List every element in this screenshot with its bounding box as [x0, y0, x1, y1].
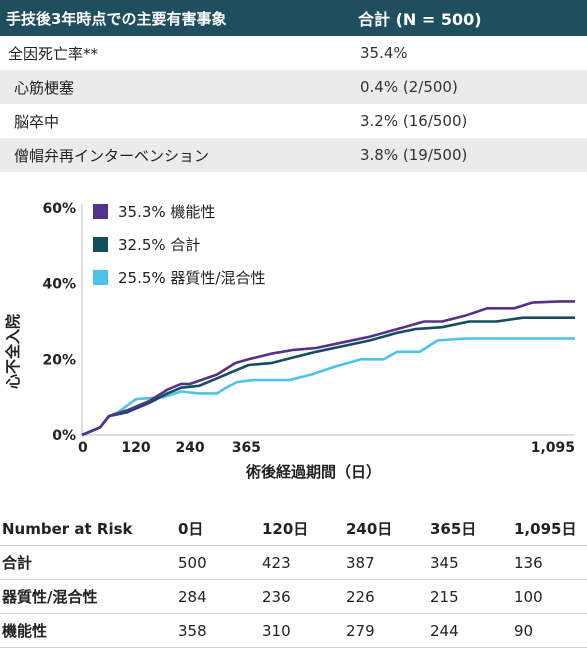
- risk-cell: 387: [346, 553, 375, 572]
- row-value: 3.8% (19/500): [360, 146, 468, 164]
- table-row: 合計 500 423 387 345 136: [0, 546, 587, 580]
- x-tick-label: 240: [175, 440, 204, 456]
- y-axis-label: 心不全入院: [4, 314, 22, 389]
- number-at-risk-table: Number at Risk 0日 120日 240日 365日 1,095日 …: [0, 512, 587, 648]
- row-label: 僧帽弁再インターベンション: [14, 146, 210, 165]
- risk-header-label: Number at Risk: [2, 519, 133, 538]
- y-tick-label: 0%: [52, 428, 76, 444]
- legend-swatch: [93, 237, 108, 252]
- table-row: 機能性 358 310 279 244 90: [0, 614, 587, 648]
- header-left: 手技後3年時点での主要有害事象: [6, 9, 227, 28]
- y-tick-label: 20%: [42, 352, 76, 368]
- series-line: [81, 316, 575, 437]
- x-tick-label: 365: [232, 440, 261, 456]
- risk-header-col: 0日: [178, 520, 204, 538]
- x-tick-label: 1,095: [531, 440, 575, 456]
- x-axis-label: 術後経過期間（日）: [245, 463, 381, 480]
- km-chart-svg: 0% 20% 40% 60% 0 120 240 365 1,095 術後経過期間（日） 心不全入院…: [4, 201, 575, 481]
- table-row: 全因死亡率** 35.4%: [0, 36, 587, 70]
- row-label: 心筋梗塞: [14, 78, 75, 97]
- row-value: 35.4%: [360, 44, 408, 62]
- row-label: 全因死亡率**: [8, 44, 99, 63]
- risk-header-col: 120日: [262, 520, 309, 538]
- risk-cell: 226: [346, 587, 375, 606]
- table-row: 心筋梗塞 0.4% (2/500): [0, 70, 587, 104]
- adverse-events-header: 手技後3年時点での主要有害事象 合計 (N = 500): [0, 0, 587, 36]
- risk-cell: 358: [178, 621, 207, 640]
- risk-header-col: 240日: [346, 520, 393, 538]
- risk-cell: 244: [430, 621, 459, 640]
- series-line: [81, 300, 575, 437]
- risk-cell: 90: [514, 621, 534, 640]
- row-label: 脳卒中: [14, 112, 60, 131]
- row-value: 3.2% (16/500): [360, 112, 468, 130]
- risk-cell: 215: [430, 587, 459, 606]
- risk-cell: 423: [262, 553, 291, 572]
- risk-header-col: 365日: [430, 520, 477, 538]
- risk-cell: 279: [346, 621, 375, 640]
- risk-row-label: 機能性: [2, 622, 48, 640]
- risk-header-row: Number at Risk 0日 120日 240日 365日 1,095日: [0, 512, 587, 546]
- risk-cell: 500: [178, 553, 207, 572]
- risk-row-label: 器質性/混合性: [2, 588, 98, 606]
- risk-cell: 100: [514, 587, 543, 606]
- legend-label: 32.5% 合計: [118, 236, 200, 254]
- risk-row-label: 合計: [2, 554, 33, 572]
- risk-cell: 345: [430, 553, 459, 572]
- risk-header-col: 1,095日: [514, 520, 577, 538]
- y-tick-label: 60%: [42, 201, 76, 217]
- legend-swatch: [93, 204, 108, 219]
- row-value: 0.4% (2/500): [360, 78, 458, 96]
- risk-cell: 284: [178, 587, 207, 606]
- km-chart: 0% 20% 40% 60% 0 120 240 365 1,095 術後経過期間（日） 心不全入院…: [0, 180, 587, 481]
- x-tick-label: 0: [78, 440, 88, 456]
- table-row: 脳卒中 3.2% (16/500): [0, 104, 587, 138]
- table-row: 僧帽弁再インターベンション 3.8% (19/500): [0, 138, 587, 172]
- series-line: [81, 337, 575, 437]
- legend-label: 35.3% 機能性: [118, 203, 215, 221]
- table-row: 器質性/混合性 284 236 226 215 100: [0, 580, 587, 614]
- x-tick-label: 120: [121, 440, 150, 456]
- adverse-events-table: 手技後3年時点での主要有害事象 合計 (N = 500) 全因死亡率** 35.…: [0, 0, 587, 172]
- legend-label: 25.5% 器質性/混合性: [118, 269, 265, 287]
- risk-cell: 236: [262, 587, 291, 606]
- header-right: 合計 (N = 500): [358, 10, 482, 29]
- legend-swatch: [93, 270, 108, 285]
- risk-cell: 136: [514, 553, 543, 572]
- y-tick-label: 40%: [42, 277, 76, 293]
- risk-cell: 310: [262, 621, 291, 640]
